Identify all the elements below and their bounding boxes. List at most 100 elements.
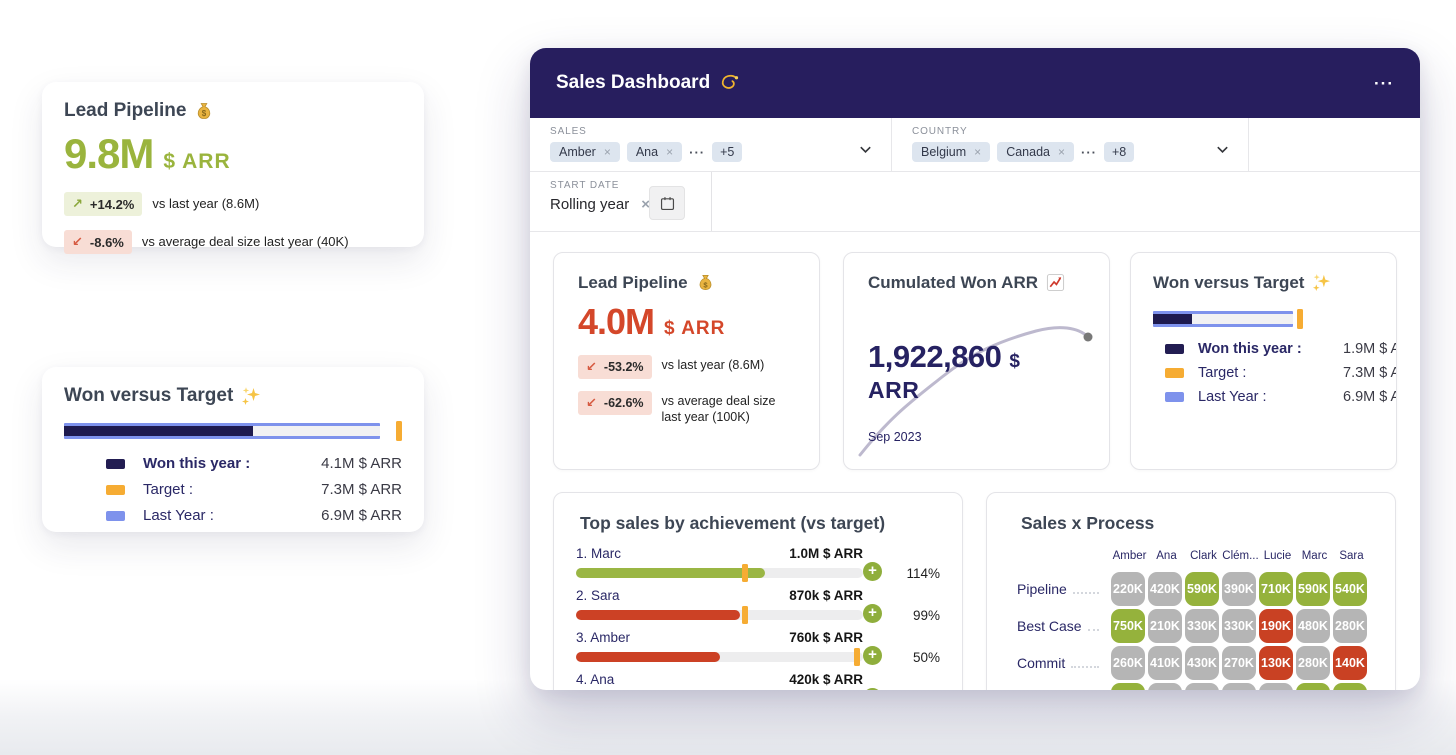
- chips: Belgium × Canada × ··· +8: [912, 142, 1248, 162]
- delta-row: ↙ -53.2% vs last year (8.6M): [578, 355, 795, 379]
- kpi-value: 9.8M $ ARR: [64, 130, 402, 178]
- expand-plus-button[interactable]: +: [863, 688, 882, 690]
- won-vs-target-card-left: Won versus Target Won this year : 4.1M $…: [42, 367, 424, 532]
- matrix-row: Pipeline 220K 420K 590K 390K 710K 590K 5…: [1017, 572, 1395, 606]
- sales-dashboard-panel: Sales Dashboard ··· SALES Amber × Ana × …: [530, 48, 1420, 690]
- calendar-icon: [659, 195, 676, 212]
- target-marker: [742, 564, 749, 582]
- achievement-percent: 114%: [906, 566, 940, 581]
- row-label: Best Case: [1017, 618, 1111, 634]
- dizzy-icon: [719, 73, 740, 94]
- sparkles-icon: [1312, 273, 1332, 293]
- legend-row: Won this year : 1.9M $ ARR: [1165, 341, 1396, 357]
- arrow-down-left-icon: ↙: [586, 395, 597, 410]
- matrix-cell: 270K: [1222, 646, 1256, 680]
- chevron-down-icon[interactable]: [1215, 142, 1230, 157]
- card-title: Cumulated Won ARR: [868, 273, 1085, 293]
- filter-chip[interactable]: Amber ×: [550, 142, 620, 162]
- matrix-header-row: Amber Ana Clark Clém... Lucie Marc Sara: [1017, 550, 1395, 562]
- expand-plus-button[interactable]: +: [863, 562, 882, 581]
- bullet-chart: [64, 421, 402, 441]
- delta-row: ↙ -62.6% vs average deal size last year …: [578, 391, 795, 425]
- salesperson-name: 4. Ana: [576, 672, 615, 687]
- top-sales-bar-area: 3. Amber 760k $ ARR: [576, 630, 863, 666]
- matrix-cell: 750K: [1111, 609, 1145, 643]
- achievement-bar: [576, 648, 863, 666]
- filter-chip[interactable]: Canada ×: [997, 142, 1074, 162]
- target-swatch: [1165, 368, 1184, 378]
- lastyear-swatch: [1165, 392, 1184, 402]
- sales-filter[interactable]: SALES Amber × Ana × ··· +5: [530, 118, 892, 171]
- salesperson-value: 1.0M $ ARR: [789, 546, 863, 561]
- delta-badge-up: ↗ +14.2%: [64, 192, 143, 216]
- card-title: Won versus Target: [1153, 273, 1374, 293]
- arrow-down-left-icon: ↙: [586, 359, 597, 374]
- chip-label: Belgium: [921, 145, 967, 159]
- arrow-up-right-icon: ↗: [72, 196, 83, 211]
- clear-icon[interactable]: ×: [641, 196, 650, 213]
- matrix-cell: 140K: [1333, 646, 1367, 680]
- chip-remove-icon[interactable]: ×: [603, 145, 611, 159]
- target-marker: [1297, 309, 1303, 329]
- chip-remove-icon[interactable]: ×: [1057, 145, 1065, 159]
- chevron-down-icon[interactable]: [858, 142, 873, 157]
- filter-label: START DATE: [550, 180, 620, 191]
- chip-remove-icon[interactable]: ×: [974, 145, 982, 159]
- start-date-filter[interactable]: START DATE Rolling year ×: [530, 172, 712, 231]
- matrix-row-partial: [1017, 683, 1395, 690]
- matrix-cell: 330K: [1185, 609, 1219, 643]
- card-title-text: Top sales by achievement (vs target): [580, 513, 886, 533]
- sparkline-chart: [844, 253, 1109, 469]
- top-sales-row: 3. Amber 760k $ ARR + 50%: [576, 630, 940, 666]
- matrix-cell: 710K: [1259, 572, 1293, 606]
- lead-pipeline-card-left: Lead Pipeline $ 9.8M $ ARR ↗ +14.2% vs l…: [42, 82, 424, 254]
- achievement-percent: 99%: [912, 608, 940, 623]
- delta-caption: vs average deal size last year (100K): [661, 394, 776, 424]
- top-sales-row: 4. Ana 420k $ ARR + 42%: [576, 672, 940, 690]
- legend-value: 7.3M $ ARR: [321, 481, 402, 498]
- row-actions: + 50%: [863, 630, 940, 666]
- kpi-value: 4.0M $ ARR: [578, 301, 795, 343]
- legend: Won this year : 1.9M $ ARR Target : 7.3M…: [1153, 341, 1396, 405]
- card-title: Lead Pipeline $: [64, 100, 402, 122]
- card-title-text: Lead Pipeline: [578, 273, 688, 292]
- expand-plus-button[interactable]: +: [863, 604, 882, 623]
- ellipsis-icon: ···: [689, 144, 706, 160]
- country-filter[interactable]: COUNTRY Belgium × Canada × ··· +8: [892, 118, 1249, 171]
- lastyear-swatch: [106, 510, 125, 521]
- matrix-cell: 210K: [1148, 609, 1182, 643]
- top-sales-bar-area: 4. Ana 420k $ ARR: [576, 672, 863, 690]
- sparkline-end-dot: [1083, 332, 1093, 342]
- card-title-text: Won versus Target: [64, 385, 234, 406]
- column-header: Clém...: [1222, 550, 1259, 562]
- delta-badge-down: ↙ -62.6%: [578, 391, 652, 415]
- matrix-row: Commit 260K 410K 430K 270K 130K 280K 140…: [1017, 646, 1395, 680]
- matrix-cell: 190K: [1259, 609, 1293, 643]
- card-title-text: Lead Pipeline: [64, 100, 187, 121]
- calendar-button[interactable]: [649, 186, 685, 220]
- dotted-leader: [1071, 666, 1099, 668]
- matrix-cell: 280K: [1296, 646, 1330, 680]
- filter-chip[interactable]: Ana ×: [626, 142, 683, 162]
- expand-plus-button[interactable]: +: [863, 646, 882, 665]
- delta-caption: vs last year (8.6M): [152, 196, 260, 211]
- start-date-value-row: Rolling year ×: [550, 196, 711, 213]
- matrix-cell: [1148, 683, 1182, 690]
- matrix-cell: 130K: [1259, 646, 1293, 680]
- more-count-chip[interactable]: +5: [712, 142, 743, 162]
- filter-chip[interactable]: Belgium ×: [912, 142, 991, 162]
- chip-remove-icon[interactable]: ×: [666, 145, 674, 159]
- bar-track: [1153, 314, 1294, 324]
- cumulated-won-arr-card: Cumulated Won ARR 1,922,860 $ ARR Sep 20…: [843, 252, 1110, 470]
- more-count-chip[interactable]: +8: [1104, 142, 1135, 162]
- chip-label: Ana: [635, 145, 659, 159]
- more-menu-icon[interactable]: ···: [1374, 73, 1394, 93]
- target-swatch: [106, 484, 125, 495]
- matrix-cell: [1296, 683, 1330, 690]
- won-swatch: [106, 458, 125, 469]
- legend-row: Target : 7.3M $ ARR: [1165, 365, 1396, 381]
- legend-row: Last Year : 6.9M $ ARR: [106, 507, 402, 524]
- salesperson-value: 870k $ ARR: [789, 588, 863, 603]
- delta-value: +14.2%: [89, 196, 135, 212]
- won-vs-target-card: Won versus Target Won this year : 1.9M $…: [1130, 252, 1397, 470]
